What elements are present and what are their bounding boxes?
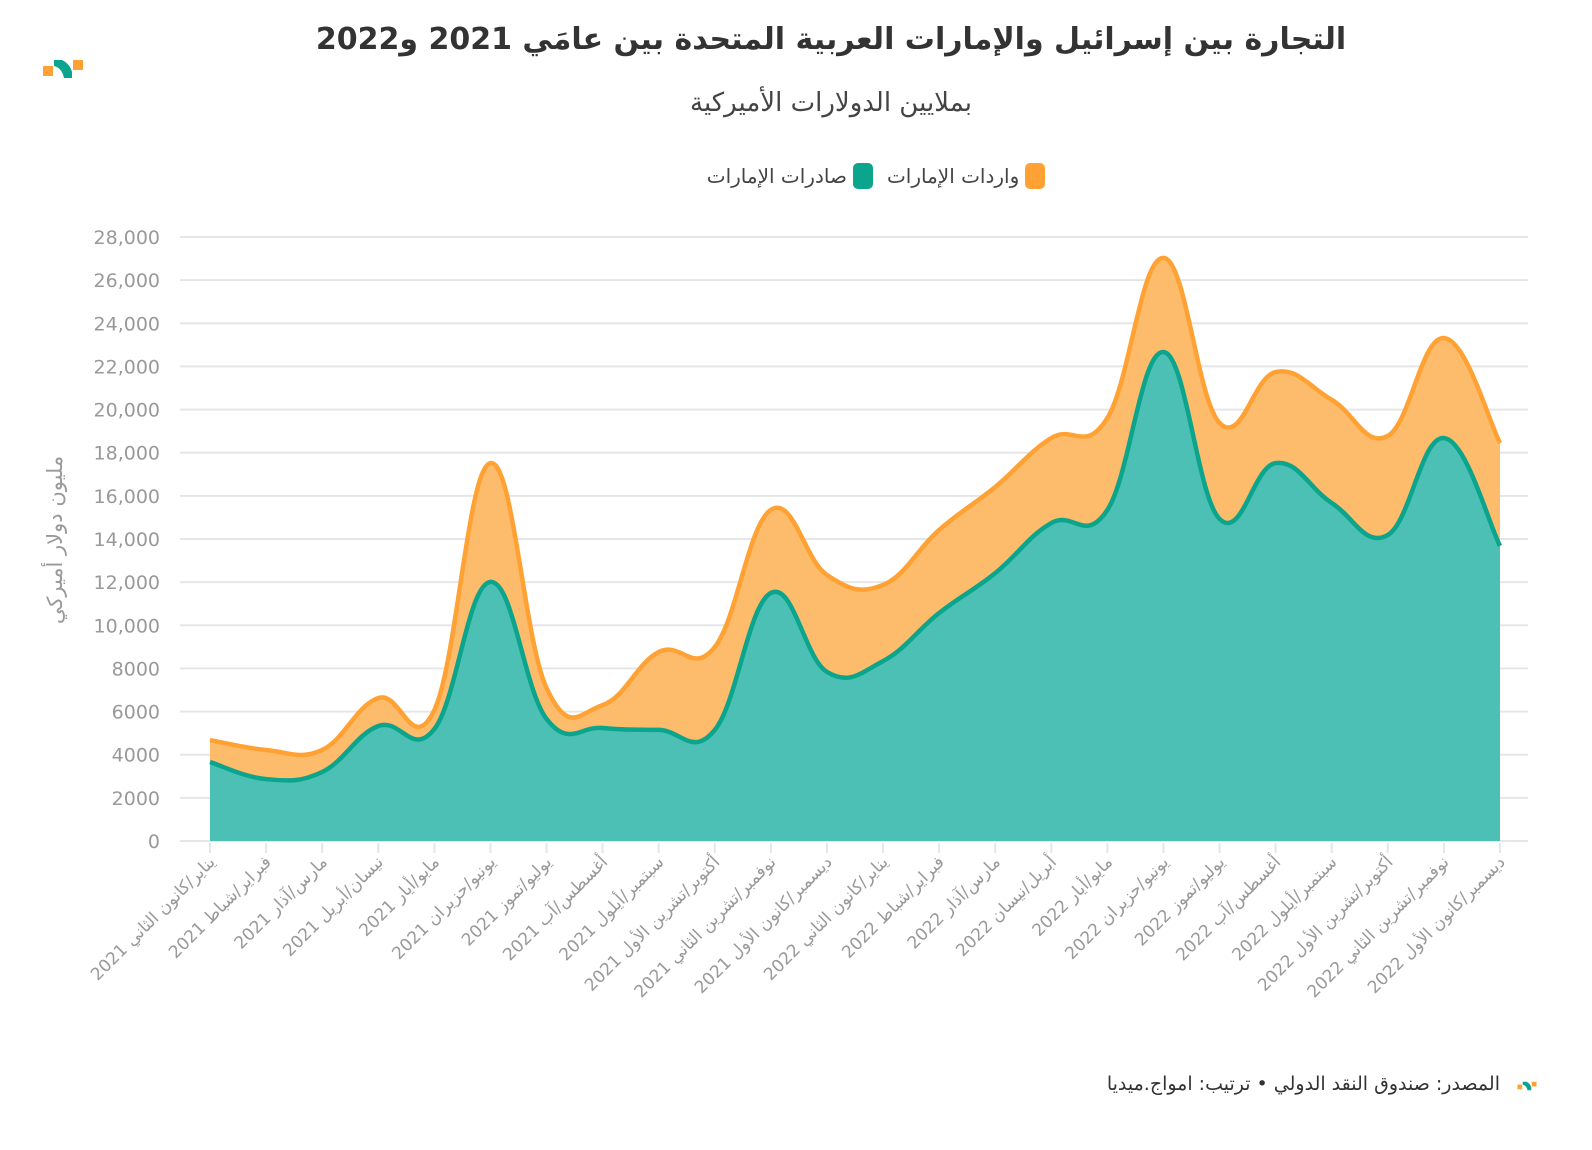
- y-tick-label: 12,000: [94, 572, 160, 594]
- legend-label-imports: واردات الإمارات: [886, 164, 1020, 188]
- y-tick-label: 6000: [112, 702, 160, 724]
- y-tick-label: 4000: [112, 745, 160, 767]
- y-tick-label: 24,000: [94, 313, 160, 335]
- source-note: المصدر: صندوق النقد الدولي • ترتيب: اموا…: [1106, 1073, 1500, 1095]
- legend: واردات الإمارات صادرات الإمارات: [0, 163, 1592, 189]
- y-tick-label: 26,000: [94, 270, 160, 292]
- y-tick-label: 22,000: [94, 356, 160, 378]
- x-tick-label: سبتمبر/أيلول 2022: [1227, 851, 1341, 965]
- chart-subtitle: بملايين الدولارات الأميركية: [690, 88, 972, 118]
- brand-logo: [42, 58, 84, 84]
- y-tick-label: 2000: [112, 788, 160, 810]
- legend-swatch-exports: [852, 163, 873, 189]
- imports-line: [209, 255, 1503, 758]
- footer-logo: [1517, 1077, 1537, 1096]
- legend-item-imports[interactable]: واردات الإمارات: [886, 163, 1046, 189]
- y-tick-label: 16,000: [94, 486, 160, 508]
- x-tick-label: مارس/آذار 2022: [902, 851, 1004, 953]
- x-tick-label: سبتمبر/أيلول 2021: [554, 851, 668, 965]
- y-axis-title: مليون دولار أميركي: [41, 456, 67, 624]
- chart-title: التجارة بين إسرائيل والإمارات العربية ال…: [315, 22, 1347, 57]
- exports-area: [210, 351, 1500, 841]
- x-tick-label: فبراير/شباط 2021: [165, 852, 275, 962]
- y-tick-label: 28,000: [94, 227, 160, 249]
- y-tick-label: 18,000: [94, 443, 160, 465]
- x-tick-label: أبريل/نيسان 2022: [951, 851, 1061, 961]
- y-tick-label: 14,000: [94, 529, 160, 551]
- y-tick-label: 10,000: [94, 615, 160, 637]
- legend-item-exports[interactable]: صادرات الإمارات: [707, 163, 873, 189]
- exports-line: [209, 349, 1503, 783]
- x-tick-label: أغسطس/آب 2022: [1171, 851, 1285, 965]
- x-tick-label: أغسطس/آب 2021: [498, 851, 612, 965]
- x-tick-label: فبراير/شباط 2022: [838, 852, 948, 962]
- x-tick-label: يونيو/حزيران 2021: [388, 852, 500, 964]
- legend-label-exports: صادرات الإمارات: [706, 164, 847, 188]
- y-tick-label: 0: [148, 831, 160, 853]
- legend-swatch-imports: [1025, 163, 1046, 189]
- x-tick-label: يونيو/حزيران 2022: [1061, 852, 1173, 964]
- y-tick-label: 20,000: [94, 400, 160, 422]
- x-tick-label: نيسان/أبريل 2021: [278, 851, 388, 961]
- x-tick-label: مارس/آذار 2021: [229, 851, 331, 953]
- y-tick-label: 8000: [112, 658, 160, 680]
